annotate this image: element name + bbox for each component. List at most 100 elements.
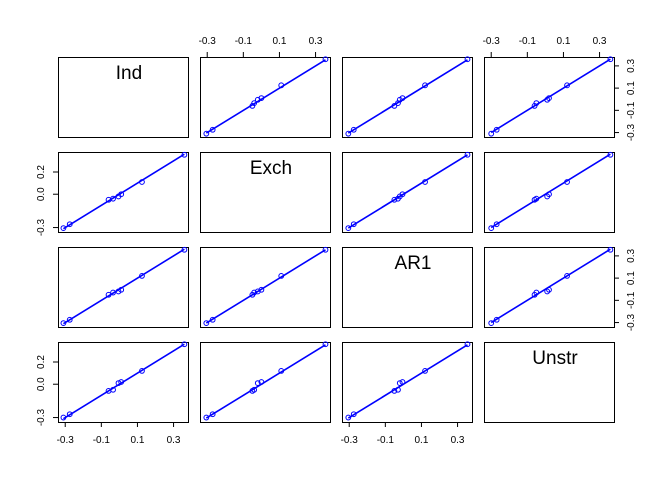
panel-r4-c3-point-6 <box>399 379 406 385</box>
panel-r2-c3-point-2 <box>350 221 357 228</box>
panel-r1-c2-point-6 <box>258 95 265 102</box>
panel-r3-c1-box <box>58 247 189 328</box>
panel-r3-c4-point-5 <box>544 288 551 295</box>
panel-r1-c1-box <box>58 57 189 138</box>
panel-r2-c2-box <box>200 152 331 233</box>
y-tick-label-left-r2-1: -0.3 <box>36 219 47 237</box>
panel-r1-c3-point-7 <box>422 82 428 89</box>
y-tick-label-left-r2-2: 0.0 <box>36 187 47 201</box>
panel-r2-c3-point-1 <box>345 225 352 232</box>
panel-r2-c4-point-8 <box>607 151 614 158</box>
x-tick-label-top-c4-4: 0.3 <box>593 36 607 47</box>
panel-r3-c1-point-2 <box>66 316 73 323</box>
panel-r4-c2-point-2 <box>209 411 216 418</box>
variable-label-ind: Ind <box>116 63 142 84</box>
x-tick-label-top-c2-3: 0.1 <box>272 36 286 47</box>
panel-r4-c2-point-4 <box>251 386 258 393</box>
panel-r4-c2-box <box>200 342 331 423</box>
variable-label-ar1: AR1 <box>395 253 432 274</box>
panel-r4-c2-point-7 <box>278 367 285 374</box>
panel-r1-c3-fit-line <box>347 59 468 134</box>
y-tick-label-left-r4-1: -0.3 <box>36 409 47 427</box>
panel-r2-c4-point-6 <box>546 191 552 198</box>
panel-r1-c3-point-1 <box>345 130 352 137</box>
y-tick-label-right-r1-3: 0.1 <box>626 81 637 95</box>
x-tick-label-bottom-c3-4: 0.3 <box>451 435 465 446</box>
y-tick-label-right-r1-1: -0.3 <box>626 124 637 142</box>
panel-r1-c2-point-8 <box>322 56 329 63</box>
panel-r3-c2-point-8 <box>322 246 329 253</box>
panel-r1-c4-point-2 <box>493 126 500 133</box>
panel-r2-c4-point-7 <box>564 179 570 185</box>
panel-r4-c3-point-8 <box>464 341 471 348</box>
panel-r1-c2-point-4 <box>251 100 258 107</box>
panel-r2-c3-point-3 <box>391 196 398 203</box>
panel-r4-c2-point-5 <box>254 380 261 387</box>
panel-r4-c3-point-5 <box>396 380 403 387</box>
panel-r3-c1-point-4 <box>110 289 116 296</box>
panel-r2-c1-fit-line <box>62 153 185 230</box>
panel-r1-c4-point-4 <box>533 100 540 107</box>
panel-r3-c4-fit-line <box>490 248 611 324</box>
panel-r2-c4-box <box>484 152 615 233</box>
variable-label-exch: Exch <box>250 158 292 179</box>
panel-r2-c3-point-6 <box>399 191 406 198</box>
panel-r2-c1-point-6 <box>118 191 125 198</box>
x-tick-label-bottom-c3-3: 0.1 <box>414 435 428 446</box>
panel-r4-c1-box <box>58 342 189 423</box>
panel-r1-c4-point-7 <box>564 82 570 89</box>
panel-r4-c2-fit-line <box>205 344 326 419</box>
panel-r4-c1-point-1 <box>60 414 67 421</box>
panel-r1-c2-point-2 <box>209 126 216 133</box>
panel-r2-c1-point-1 <box>60 225 67 232</box>
panel-r4-c1-point-7 <box>139 367 145 374</box>
y-tick-label-left-r4-3: 0.2 <box>36 355 47 369</box>
panel-r1-c4-point-8 <box>607 56 614 63</box>
x-tick-label-top-c2-1: -0.3 <box>199 36 217 47</box>
panel-r3-c2-point-6 <box>258 286 265 293</box>
panel-r4-c1-point-2 <box>66 411 73 418</box>
panel-r1-c3-point-3 <box>391 102 398 109</box>
panel-r1-c4-point-1 <box>488 130 495 137</box>
x-tick-label-bottom-c3-2: -0.1 <box>377 435 395 446</box>
x-tick-label-bottom-c1-4: 0.3 <box>167 435 181 446</box>
x-tick-label-top-c4-3: 0.1 <box>556 36 570 47</box>
y-tick-label-left-r4-2: 0.0 <box>36 377 47 391</box>
panel-r3-c4-point-6 <box>546 286 552 293</box>
panel-r2-c1-point-2 <box>66 221 73 228</box>
panel-r1-c3-point-2 <box>350 126 357 133</box>
panel-r1-c4-point-5 <box>544 96 551 103</box>
panel-r3-c1-point-8 <box>181 246 188 253</box>
x-tick-label-top-c4-2: -0.1 <box>519 36 537 47</box>
y-tick-label-right-r3-2: -0.1 <box>626 291 637 309</box>
panel-r3-c2-point-1 <box>203 320 210 327</box>
panel-r2-c4-fit-line <box>490 153 611 229</box>
panel-r3-c2-point-2 <box>209 316 216 323</box>
panel-r2-c3-fit-line <box>347 154 468 229</box>
panel-r4-c3-point-3 <box>391 387 398 394</box>
panel-r4-c1-point-5 <box>115 380 122 387</box>
y-tick-label-right-r3-3: 0.1 <box>626 271 637 285</box>
panel-r4-c4-box <box>484 342 615 423</box>
panel-r4-c3-point-1 <box>345 414 352 421</box>
panel-r2-c1-point-8 <box>181 151 188 158</box>
panel-r3-c4-point-8 <box>607 246 614 253</box>
x-tick-label-bottom-c1-1: -0.3 <box>57 435 75 446</box>
panel-r1-c2-fit-line <box>205 59 326 134</box>
panel-r4-c3-box <box>342 342 473 423</box>
panel-r2-c1-point-7 <box>139 179 145 185</box>
panel-r3-c2-point-7 <box>278 272 285 279</box>
panel-r2-c1-box <box>58 152 189 233</box>
y-tick-label-right-r3-1: -0.3 <box>626 314 637 332</box>
panel-r1-c3-point-6 <box>399 95 406 102</box>
panel-r3-c1-fit-line <box>62 248 185 325</box>
y-tick-label-right-r1-2: -0.1 <box>626 101 637 119</box>
panel-r4-c2-point-8 <box>322 341 329 348</box>
panel-r4-c2-point-6 <box>258 379 265 385</box>
panel-r3-c2-fit-line <box>205 249 326 324</box>
panel-r2-c3-point-7 <box>422 179 428 185</box>
panel-r4-c1-point-6 <box>118 379 125 385</box>
panel-r3-c4-point-4 <box>533 289 540 296</box>
panel-r4-c1-point-8 <box>181 341 188 348</box>
